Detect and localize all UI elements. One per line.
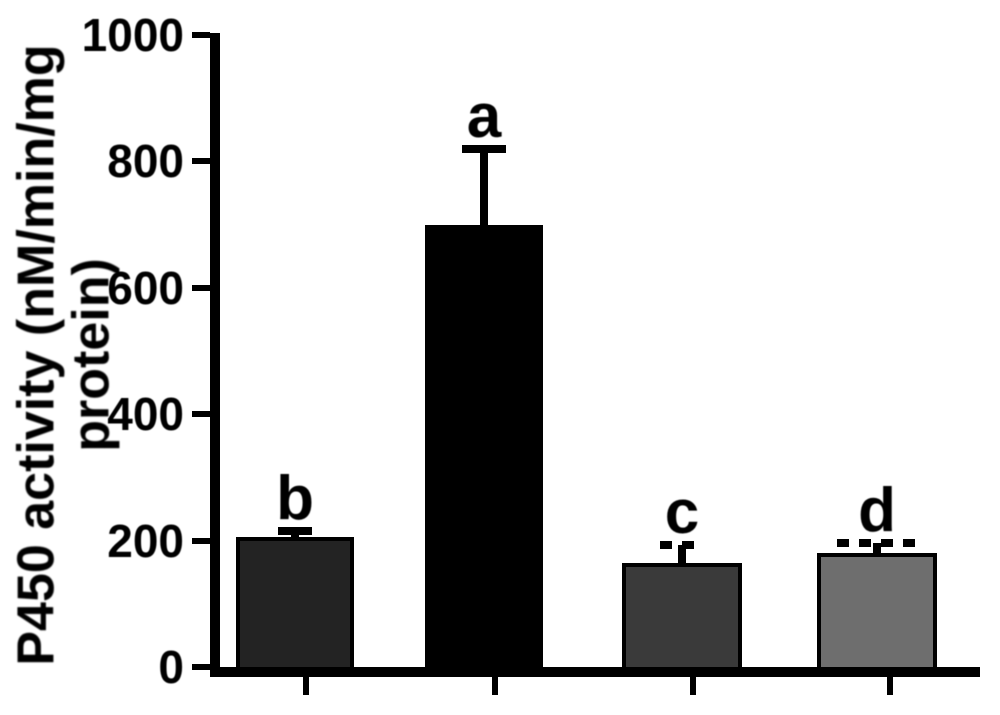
- y-tick-label: 600: [0, 265, 184, 311]
- x-tick-line: [492, 677, 498, 695]
- y-tick-label: 1000: [0, 12, 184, 58]
- y-axis-line: [210, 33, 220, 677]
- y-tick-line: [192, 285, 210, 291]
- x-tick-line: [887, 677, 893, 695]
- x-tick-line: [690, 677, 696, 695]
- y-tick-line: [192, 538, 210, 544]
- error-bar-stem: [480, 149, 488, 225]
- figure: P450 activity (nM/min/mg protein) 020040…: [0, 0, 1000, 715]
- y-tick-line: [192, 32, 210, 38]
- y-tick-label: 0: [0, 644, 184, 690]
- y-tick-label: 400: [0, 391, 184, 437]
- bar-label: a: [467, 81, 501, 152]
- bar-label: c: [665, 477, 699, 548]
- bar: [622, 563, 742, 667]
- y-tick-line: [192, 664, 210, 670]
- bar: [817, 553, 937, 667]
- y-tick-line: [192, 411, 210, 417]
- y-tick-line: [192, 158, 210, 164]
- x-axis-line: [210, 667, 980, 677]
- y-tick-label: 800: [0, 138, 184, 184]
- bar: [425, 225, 543, 667]
- bar-label: d: [858, 475, 896, 546]
- y-tick-label: 200: [0, 518, 184, 564]
- x-tick-line: [303, 677, 309, 695]
- bar: [236, 537, 354, 667]
- bar-label: b: [276, 463, 314, 534]
